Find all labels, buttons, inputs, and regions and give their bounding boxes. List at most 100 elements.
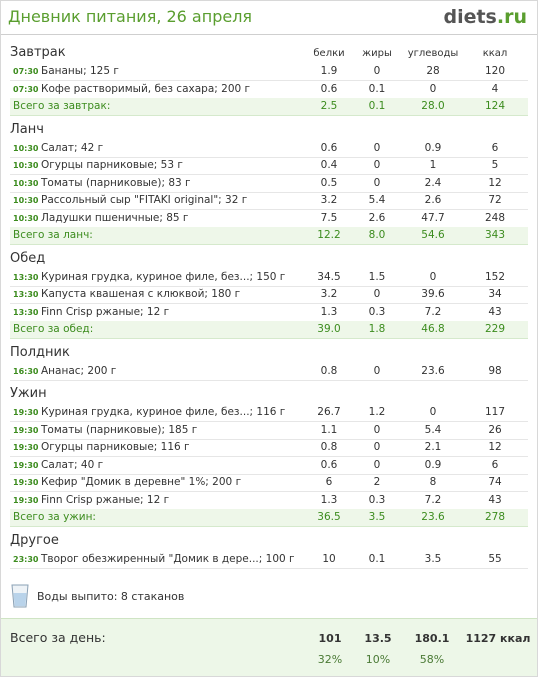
food-name: Томаты (парниковые); 185 г (41, 423, 198, 436)
time: 23:30 (13, 554, 39, 564)
food-row: 10:30 Ладушки пшеничные; 85 г 7.5 2.6 47.7 24… (10, 210, 528, 228)
nutrient-value: 5 (491, 159, 499, 171)
nutrient-value: 43 (488, 305, 502, 318)
section-title: Ужин (10, 386, 47, 401)
time: 10:30 (13, 196, 39, 205)
time: 19:30 (13, 495, 39, 505)
nutrient-value: 26 (488, 423, 502, 436)
nutrient-value: 0.4 (320, 159, 338, 171)
nutrient-value: 0.3 (368, 305, 386, 318)
section-title: Обед (10, 250, 46, 266)
food-name: Кофе растворимый, без сахара; 200 г (41, 82, 251, 95)
nutrient-value: 152 (484, 270, 506, 283)
time: 19:30 (13, 408, 39, 417)
total-value: 46.8 (421, 323, 445, 335)
nutrient-value: 1.2 (368, 406, 386, 418)
total-value: 23.6 (421, 511, 445, 523)
nutrient-value: 0 (373, 288, 381, 300)
food-name: Салат; 40 г (41, 458, 104, 471)
day-percent: 10% (365, 653, 391, 666)
time: 13:30 (13, 307, 39, 317)
total-value: 12.2 (317, 229, 341, 241)
nutrient-value: 0 (429, 82, 437, 95)
food-name: Куриная грудка, куриное филе, без...; 11… (41, 406, 286, 418)
total-value: 39.0 (317, 323, 341, 335)
time: 10:30 (13, 213, 39, 223)
day-value: 13.5 (364, 632, 392, 645)
nutrient-value: 0 (429, 270, 437, 283)
total-value: 28.0 (421, 100, 445, 112)
column-header: углеводы (407, 48, 459, 59)
time: 19:30 (13, 478, 39, 487)
nutrient-value: 2.6 (424, 194, 442, 206)
nutrient-value: 2.6 (368, 211, 386, 224)
logo[interactable]: diets.ru (443, 6, 527, 28)
section-title: Ланч (10, 121, 44, 137)
nutrient-value: 4 (491, 82, 499, 95)
nutrient-value: 6 (491, 458, 499, 471)
nutrient-value: 10 (322, 552, 336, 565)
nutrient-value: 1.5 (368, 270, 386, 283)
nutrient-value: 0.5 (320, 176, 338, 189)
nutrient-value: 1.3 (320, 305, 338, 318)
food-row: 19:30 Огурцы парниковые; 116 г 0.8 0 2.1 12 (10, 439, 528, 457)
total-label: Всего за ужин: (13, 511, 96, 523)
section-title: Другое (10, 532, 59, 548)
total-value: 124 (484, 100, 506, 112)
food-name: Капуста квашеная с клюквой; 180 г (41, 288, 241, 300)
nutrient-value: 0 (373, 159, 381, 171)
total-value: 1.8 (368, 323, 386, 335)
nutrient-value: 117 (484, 406, 506, 418)
nutrient-value: 0.6 (320, 458, 338, 471)
food-name: Ананас; 200 г (41, 364, 117, 377)
food-name: Куриная грудка, куриное филе, без...; 15… (41, 270, 286, 283)
food-name: Finn Crisp ржаные; 12 г (41, 493, 170, 506)
nutrient-value: 6 (491, 141, 499, 154)
food-row: 13:30 Finn Crisp ржаные; 12 г 1.3 0.3 7.2 43 (10, 304, 528, 322)
food-row: 19:30 Кефир "Домик в деревне" 1%; 200 г 6 2… (10, 474, 528, 492)
food-name: Творог обезжиренный "Домик в дере...; 10… (41, 552, 295, 565)
column-header: белки (313, 48, 345, 59)
total-value: 229 (484, 323, 506, 335)
nutrient-value: 0 (373, 141, 381, 154)
nutrient-value: 0 (373, 423, 381, 436)
total-value: 343 (484, 229, 506, 241)
nutrient-value: 0.1 (368, 82, 386, 95)
time: 19:30 (13, 425, 39, 435)
nutrient-value: 0.8 (320, 441, 338, 453)
total-label: Всего за обед: (13, 323, 94, 335)
water-text: Воды выпито: 8 стаканов (37, 590, 185, 603)
section-title: Полдник (10, 344, 70, 360)
nutrient-value: 34 (488, 288, 502, 300)
day-value: 1127 ккал (465, 632, 531, 645)
nutrient-value: 0.8 (320, 364, 338, 377)
nutrient-value: 0.9 (424, 141, 442, 154)
food-row: 10:30 Салат; 42 г 0.6 0 0.9 6 (10, 140, 528, 158)
food-row: 23:30 Творог обезжиренный "Домик в дере..… (10, 551, 528, 569)
food-name: Огурцы парниковые; 116 г (41, 441, 190, 453)
logo-suffix: .ru (496, 6, 527, 28)
nutrient-value: 0.1 (368, 552, 386, 565)
time: 10:30 (13, 143, 39, 153)
nutrient-value: 2.1 (424, 441, 442, 453)
total-value: 278 (484, 511, 506, 523)
time: 13:30 (13, 272, 39, 282)
time: 19:30 (13, 460, 39, 470)
nutrient-value: 7.2 (424, 305, 442, 318)
food-name: Томаты (парниковые); 83 г (41, 176, 191, 189)
nutrient-value: 0 (373, 65, 381, 77)
food-name: Салат; 42 г (41, 141, 104, 154)
food-row: 16:30 Ананас; 200 г 0.8 0 23.6 98 (10, 363, 528, 381)
nutrient-value: 43 (488, 493, 502, 506)
total-value: 3.5 (368, 511, 386, 523)
nutrient-value: 12 (488, 441, 502, 453)
nutrient-value: 0.9 (424, 458, 442, 471)
time: 16:30 (13, 366, 39, 376)
nutrient-value: 98 (488, 364, 502, 377)
food-name: Ладушки пшеничные; 85 г (41, 211, 189, 224)
nutrient-value: 1.3 (320, 493, 338, 506)
nutrient-value: 5.4 (368, 194, 386, 206)
nutrient-value: 6 (325, 476, 333, 488)
nutrient-value: 0.6 (320, 82, 338, 95)
